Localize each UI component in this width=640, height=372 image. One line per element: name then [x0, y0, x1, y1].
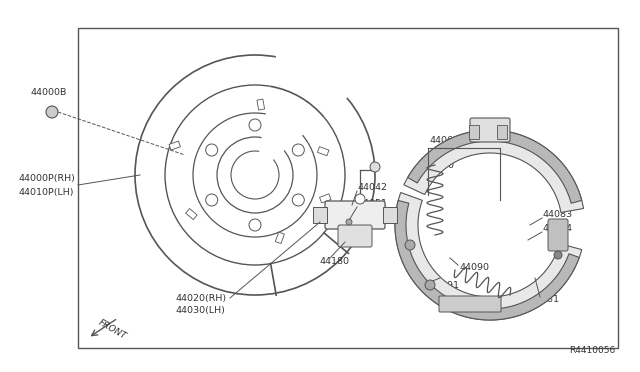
Circle shape: [355, 194, 365, 204]
Text: 44030(LH): 44030(LH): [175, 307, 225, 315]
Text: 44020(RH): 44020(RH): [175, 294, 226, 302]
FancyBboxPatch shape: [338, 225, 372, 247]
Text: 44200: 44200: [425, 160, 455, 170]
Circle shape: [405, 240, 415, 250]
Circle shape: [135, 55, 375, 295]
Text: R4410056: R4410056: [569, 346, 615, 355]
Circle shape: [292, 194, 304, 206]
Bar: [78, 28, 618, 348]
Bar: [383, 207, 397, 223]
Bar: [497, 125, 507, 139]
Circle shape: [425, 280, 435, 290]
Text: 44180: 44180: [320, 257, 350, 266]
Polygon shape: [404, 130, 584, 212]
Bar: [469, 125, 479, 139]
FancyBboxPatch shape: [439, 296, 501, 312]
Wedge shape: [255, 55, 348, 175]
Circle shape: [346, 219, 352, 225]
Text: FRONT: FRONT: [97, 318, 127, 341]
Polygon shape: [395, 201, 579, 320]
Bar: [275, 232, 284, 244]
Text: 44000P(RH): 44000P(RH): [18, 173, 75, 183]
Circle shape: [165, 85, 345, 265]
Circle shape: [205, 194, 218, 206]
Circle shape: [249, 119, 261, 131]
Polygon shape: [395, 192, 582, 320]
Bar: [169, 141, 180, 150]
Text: 44042: 44042: [358, 183, 388, 192]
Polygon shape: [408, 130, 582, 203]
Text: 44051: 44051: [358, 199, 388, 208]
Text: 44091: 44091: [430, 280, 460, 289]
Bar: [186, 209, 197, 219]
Circle shape: [370, 162, 380, 172]
Text: 44081: 44081: [530, 295, 560, 305]
FancyBboxPatch shape: [548, 219, 568, 251]
Circle shape: [249, 219, 261, 231]
Text: 44083: 44083: [543, 209, 573, 218]
Circle shape: [231, 151, 279, 199]
Bar: [319, 194, 331, 203]
Circle shape: [46, 106, 58, 118]
Bar: [317, 147, 329, 156]
Circle shape: [554, 251, 562, 259]
FancyBboxPatch shape: [325, 201, 385, 229]
Text: 44000B: 44000B: [30, 87, 67, 96]
Text: 44084: 44084: [543, 224, 573, 232]
Bar: [257, 99, 264, 110]
Circle shape: [205, 144, 218, 156]
Text: 44060S: 44060S: [430, 135, 466, 144]
Bar: [313, 207, 327, 223]
Circle shape: [292, 144, 304, 156]
FancyBboxPatch shape: [470, 118, 510, 142]
Text: 44010P(LH): 44010P(LH): [18, 187, 74, 196]
Circle shape: [193, 113, 317, 237]
Text: 44090: 44090: [460, 263, 490, 273]
Circle shape: [217, 137, 293, 213]
